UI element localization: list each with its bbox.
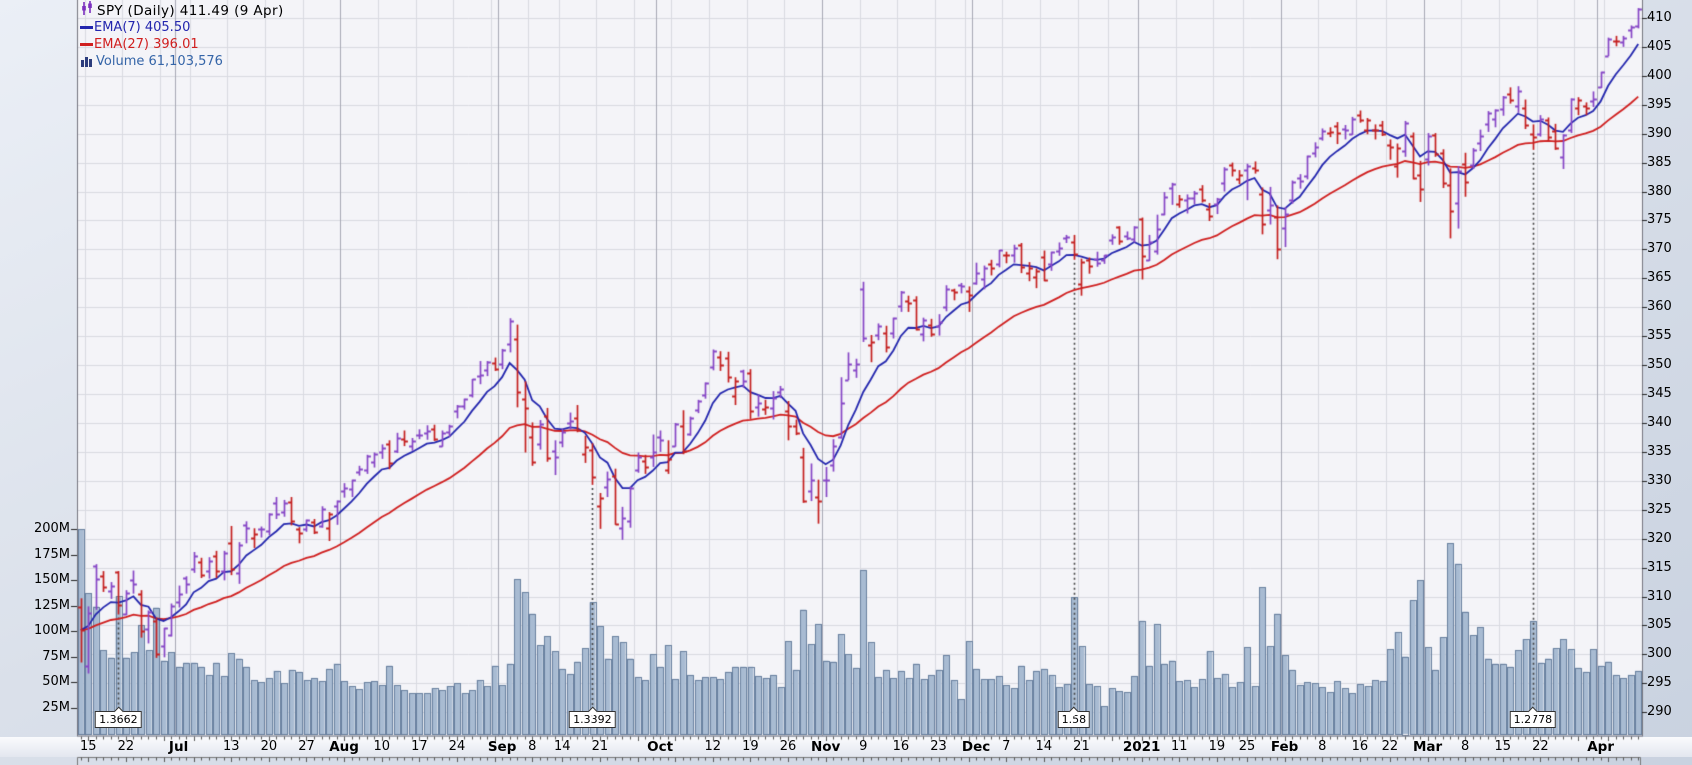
ema7-swatch-icon [80, 26, 93, 29]
volume-bars-icon [80, 52, 93, 71]
volume-label: Volume 61,103,576 [96, 54, 223, 69]
legend-volume-row: Volume 61,103,576 [80, 53, 284, 70]
legend-symbol-row: SPY (Daily) 411.49 (9 Apr) [80, 1, 284, 20]
candlestick-icon [80, 1, 94, 20]
chart-legend: SPY (Daily) 411.49 (9 Apr) EMA(7) 405.50… [80, 1, 284, 70]
ema7-label: EMA(7) 405.50 [94, 20, 191, 35]
ema27-swatch-icon [80, 43, 93, 46]
ema27-label: EMA(27) 396.01 [94, 37, 199, 52]
legend-ema27-row: EMA(27) 396.01 [80, 36, 284, 53]
chart-title: SPY (Daily) 411.49 (9 Apr) [97, 2, 284, 19]
legend-ema7-row: EMA(7) 405.50 [80, 19, 284, 36]
